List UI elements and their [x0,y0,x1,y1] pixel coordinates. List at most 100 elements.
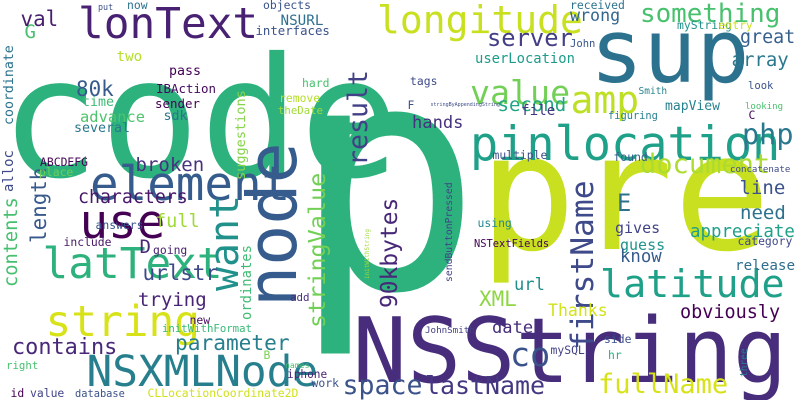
word: stringByAppendingString [430,102,500,109]
word: IBAction [156,80,216,96]
word: longitude [377,0,583,42]
word: amp [570,78,640,122]
word: objects [263,0,312,13]
word: found [613,150,648,165]
word: know [620,247,662,268]
word: E [617,188,632,217]
word: space [342,369,423,400]
word: val [20,6,59,31]
word: B [263,348,271,363]
word: trying [138,288,207,311]
word: two [116,49,143,66]
word: obviously [680,301,781,323]
word: time [82,95,115,111]
word: date [492,318,534,339]
word: D [139,235,151,258]
word: pinlocation [470,117,781,172]
word: ordinates [239,245,256,320]
word: pass [169,64,202,80]
word: wrong [570,5,621,25]
word: C [748,108,756,123]
word: multiple [492,148,548,163]
word: answers [95,218,144,233]
word: server [487,23,573,52]
word: stringValue [303,172,332,328]
word: contains [12,334,118,360]
word: alloc [0,150,17,192]
word: url [514,275,545,296]
word: 90kbytes [377,197,404,308]
word: appreciate [690,222,795,243]
word: right [6,358,39,372]
word: JohnSmith [425,325,475,337]
word: put [98,1,114,12]
word: 80k [76,76,114,101]
word: characters [78,186,188,208]
word: php [742,117,794,151]
word: code [0,23,400,217]
word: latText [42,239,223,290]
word: latitude [600,261,785,307]
word: remove [279,91,321,106]
word: theDate [278,103,323,117]
word: work [311,376,339,391]
word: value [30,386,65,400]
word: myString [677,18,732,33]
word: looking [745,102,783,113]
word: place [39,165,74,180]
word: array [731,48,789,71]
word: NSTextFields [474,237,550,250]
word: firstName [565,180,602,350]
word: coordinate [1,45,17,125]
word: mapView [665,99,720,115]
word: new [189,313,211,328]
word: NSXMLNode [86,347,319,398]
word: fullName [598,369,729,400]
word: include [63,235,112,250]
word: received [570,0,625,13]
word: now [127,0,148,13]
word: pre [479,100,771,289]
word: gives [615,218,661,237]
word: G [24,20,36,43]
word: element [90,157,291,213]
word: great [740,26,796,48]
word: guess [620,235,666,254]
word: p [292,0,482,364]
word: co [510,335,551,375]
word: ABCDEFG [40,155,89,170]
word: value [470,72,571,112]
word: broken [135,153,205,176]
word: going [153,243,188,258]
word: iphone [287,368,328,382]
word: add [290,290,310,304]
word: F [407,98,415,113]
word: NSURL [280,13,324,30]
word: sender [155,95,200,111]
word: parameter [175,329,290,355]
word: side [604,332,632,347]
word: full [155,210,200,232]
word: concatenate [730,165,791,176]
word: John [570,37,596,50]
word: line [739,176,786,199]
word: sup [590,0,750,103]
word: release [735,257,796,274]
word: initWithFormat [162,321,252,335]
word: names [285,359,310,370]
word: suggestions [233,90,250,180]
word: initWithString [364,229,372,279]
word: category [737,234,793,249]
word: Smith [638,86,668,98]
word: figuring [608,109,658,122]
word: file [521,103,556,120]
word: Thanks [548,300,608,320]
word: database [75,387,125,400]
word: use [79,195,166,251]
word: document [640,149,771,181]
word: mySQL [550,343,585,358]
word: hard [302,76,330,91]
word: hands [412,113,464,134]
word: something [640,0,781,30]
